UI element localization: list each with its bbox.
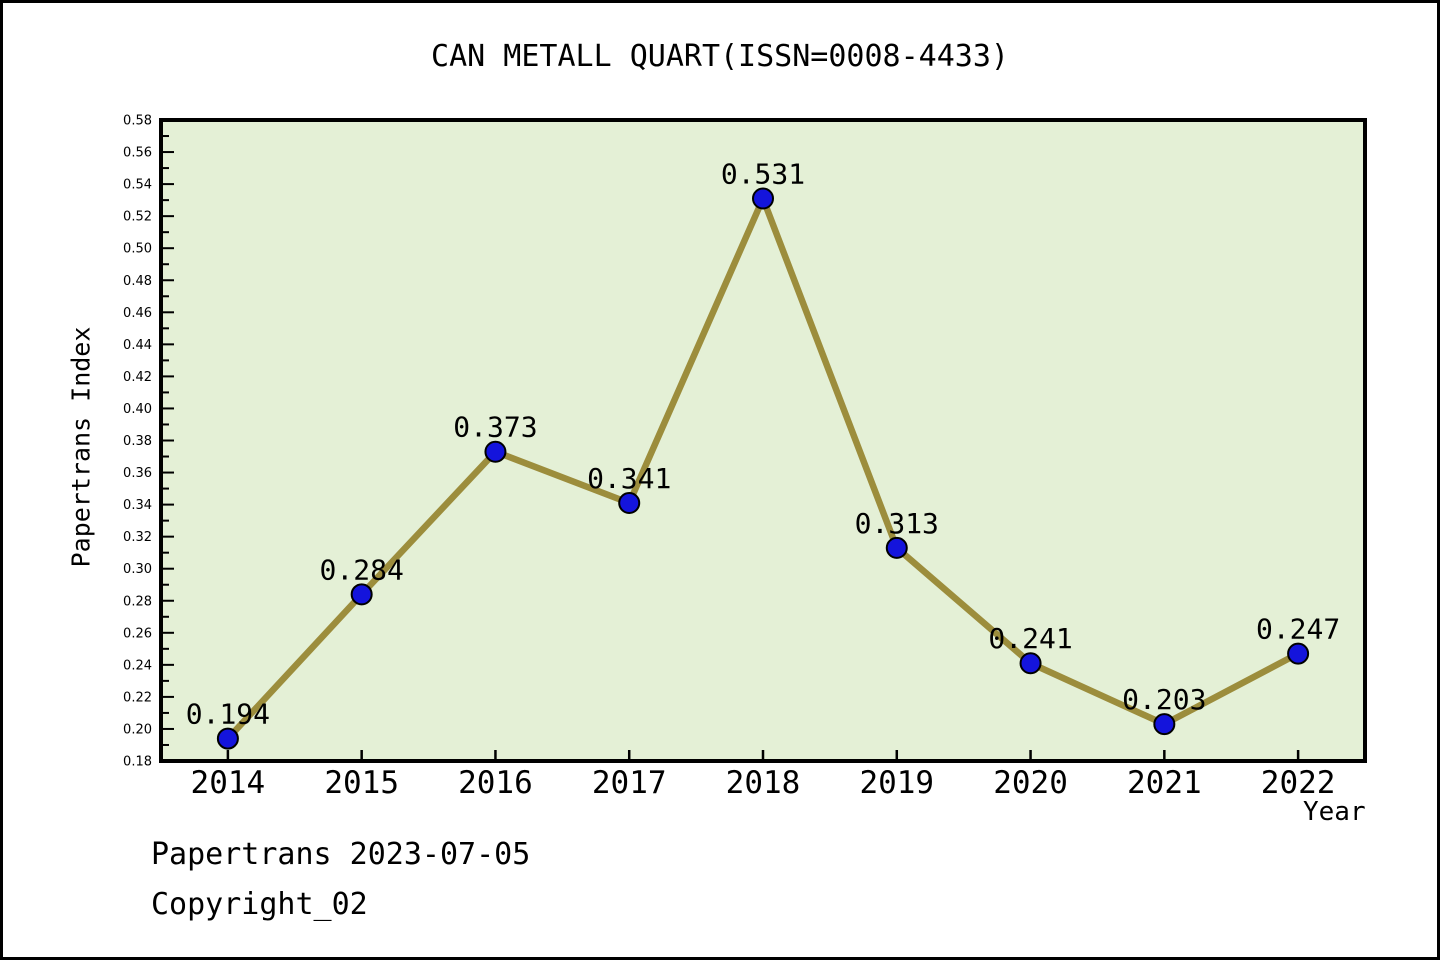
- data-point: [752, 187, 774, 210]
- point-value-label: 0.341: [587, 462, 671, 495]
- data-point: [1019, 652, 1042, 675]
- plot-border: [159, 118, 1367, 763]
- data-point: [216, 727, 239, 750]
- point-value-label: 0.241: [988, 622, 1072, 655]
- x-tick-label: 2017: [592, 765, 667, 801]
- point-value-label: 0.284: [320, 553, 404, 586]
- line-chart-canvas: 0.18 0.20 0.22 0.24 0.26 0.28 0.30 0.32 0.34 0.36…: [123, 114, 1367, 801]
- footer-source-date: Papertrans 2023-07-05: [151, 837, 531, 872]
- y-tick-label: 0.24: [123, 658, 152, 673]
- data-point: [885, 536, 908, 559]
- y-tick-label: 0.18: [123, 755, 152, 770]
- data-point: [618, 491, 641, 514]
- footer-copyright: Copyright_02: [151, 887, 368, 922]
- point-value-label: 0.194: [186, 698, 270, 731]
- point-value-label: 0.313: [855, 507, 939, 540]
- point-value-label: 0.373: [453, 411, 537, 444]
- point-value-label: 0.531: [721, 158, 805, 191]
- data-point: [1153, 713, 1176, 736]
- x-axis-label: Year: [1303, 797, 1366, 827]
- y-tick-label: 0.20: [123, 722, 152, 737]
- y-tick-label: 0.36: [123, 466, 152, 481]
- plot-area: [161, 120, 1365, 761]
- y-tick-label: 0.50: [123, 242, 152, 257]
- y-tick-label: 0.28: [123, 594, 152, 609]
- x-tick-label: 2019: [859, 765, 934, 801]
- x-tick-label: 2022: [1261, 765, 1336, 801]
- x-tick-label: 2020: [993, 765, 1068, 801]
- y-tick-label: 0.38: [123, 434, 152, 449]
- point-value-label: 0.203: [1122, 683, 1206, 716]
- data-point: [1287, 642, 1310, 665]
- data-point: [350, 583, 373, 606]
- y-tick-label: 0.32: [123, 530, 152, 545]
- y-tick-label: 0.26: [123, 626, 152, 641]
- y-tick-label: 0.22: [123, 690, 152, 705]
- y-tick-label: 0.30: [123, 562, 152, 577]
- y-tick-label: 0.56: [123, 146, 152, 161]
- y-tick-label: 0.58: [123, 114, 152, 129]
- x-tick-label: 2018: [726, 765, 801, 801]
- x-tick-label: 2015: [324, 765, 399, 801]
- y-tick-label: 0.52: [123, 210, 152, 225]
- x-tick-label: 2016: [458, 765, 533, 801]
- x-tick-label: 2021: [1127, 765, 1202, 801]
- y-tick-label: 0.34: [123, 498, 152, 513]
- y-tick-label: 0.46: [123, 306, 152, 321]
- point-value-label: 0.247: [1256, 613, 1340, 646]
- chart-title: CAN METALL QUART(ISSN=0008-4433): [431, 39, 1009, 74]
- x-tick-label: 2014: [191, 765, 266, 801]
- y-tick-label: 0.48: [123, 274, 152, 289]
- y-tick-label: 0.54: [123, 178, 152, 193]
- y-tick-label: 0.40: [123, 402, 152, 417]
- y-axis-label: Papertrans Index: [66, 326, 96, 568]
- data-point: [484, 440, 507, 463]
- y-tick-label: 0.44: [123, 338, 152, 353]
- y-tick-label: 0.42: [123, 370, 152, 385]
